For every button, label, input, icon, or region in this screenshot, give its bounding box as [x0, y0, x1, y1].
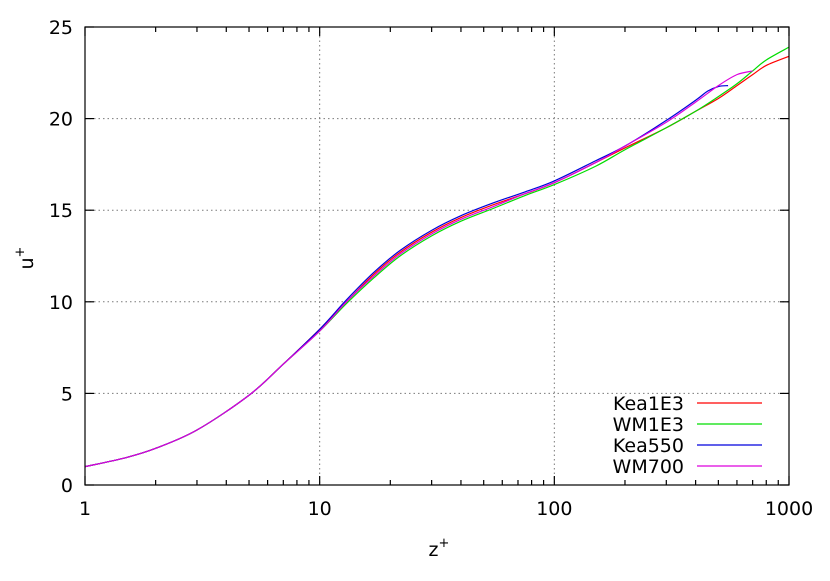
grid: [85, 27, 789, 485]
x-tick-label: 1000: [765, 498, 813, 520]
y-axis-label: u+: [13, 247, 38, 270]
y-axis-label-main: u: [16, 257, 38, 269]
y-tick-label: 0: [61, 475, 73, 497]
y-tick-label: 5: [61, 383, 73, 405]
x-axis-label-sup: +: [439, 536, 450, 551]
x-axis-label-main: z: [429, 539, 439, 561]
x-tick-labels: 1 10 100 1000: [79, 498, 813, 520]
series-line-wm700: [84, 70, 753, 468]
legend-label: Kea1E3: [613, 393, 684, 415]
series-lines: [84, 46, 790, 468]
x-tick-label: 1: [79, 498, 91, 520]
y-tick-label: 10: [49, 292, 73, 314]
legend-label: WM700: [613, 456, 684, 478]
y-tick-label: 25: [49, 17, 73, 39]
x-tick-label: 10: [308, 498, 332, 520]
y-tick-labels: 0 5 10 15 20 25: [49, 17, 73, 497]
plot-frame: [84, 26, 790, 486]
legend-label: Kea550: [613, 435, 684, 457]
y-axis-label-sup: +: [13, 247, 28, 258]
y-tick-label: 20: [49, 109, 73, 131]
axis-ticks: [84, 26, 790, 486]
y-tick-label: 15: [49, 200, 73, 222]
x-axis-label: z+: [429, 536, 450, 561]
legend-label: WM1E3: [613, 414, 684, 436]
x-tick-label: 100: [536, 498, 572, 520]
